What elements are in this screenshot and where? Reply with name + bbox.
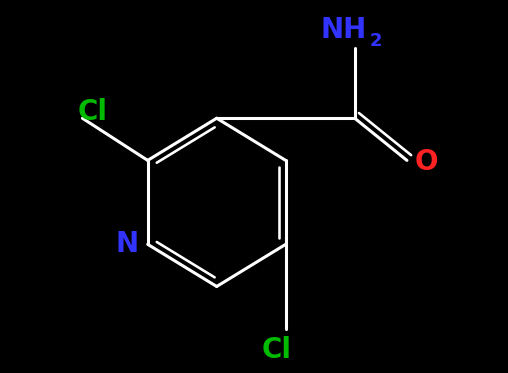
Text: O: O (415, 148, 438, 176)
Text: Cl: Cl (262, 336, 292, 364)
Text: Cl: Cl (78, 98, 108, 126)
Text: NH: NH (321, 16, 367, 44)
Text: N: N (115, 230, 138, 258)
Text: 2: 2 (370, 32, 382, 50)
